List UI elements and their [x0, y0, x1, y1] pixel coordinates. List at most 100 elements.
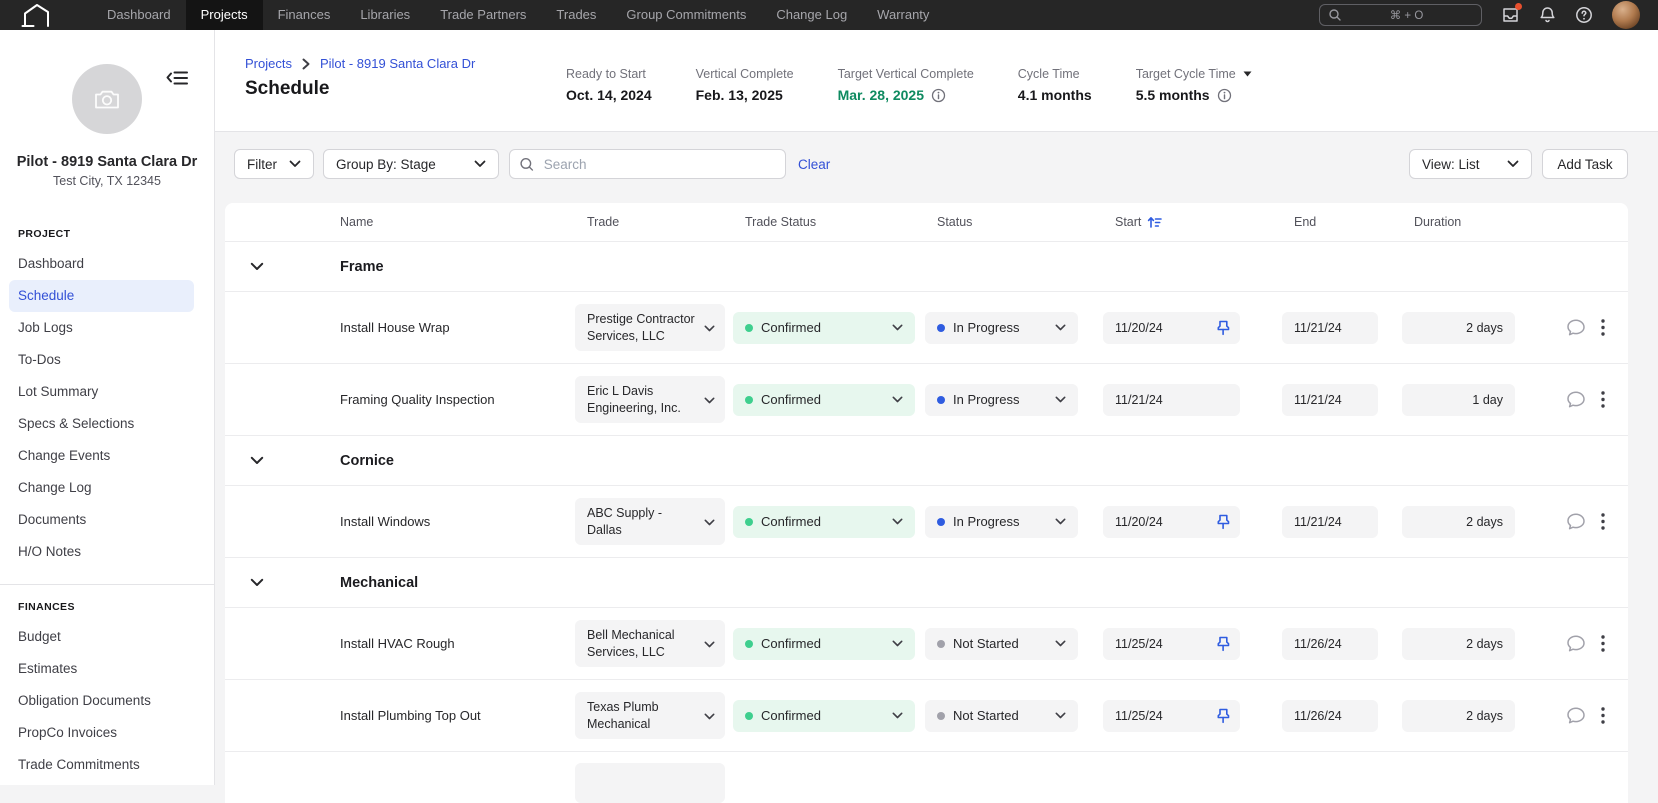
duration-field[interactable]: 1 day	[1402, 383, 1515, 416]
info-icon[interactable]	[931, 88, 946, 103]
status-select[interactable]: Not Started	[925, 699, 1078, 732]
sidebar-item-documents[interactable]: Documents	[9, 504, 194, 536]
home-logo-icon[interactable]	[20, 3, 54, 27]
sidebar-item-specs-selections[interactable]: Specs & Selections	[9, 408, 194, 440]
group-collapse-toggle[interactable]	[225, 578, 310, 587]
trade-select[interactable]: Eric L Davis Engineering, Inc.	[575, 376, 725, 423]
info-icon[interactable]	[1217, 88, 1232, 103]
duration-field[interactable]: 2 days	[1402, 505, 1515, 538]
sidebar-item-dashboard[interactable]: Dashboard	[9, 248, 194, 280]
pin-icon[interactable]	[1216, 708, 1230, 724]
comment-icon[interactable]	[1566, 390, 1586, 409]
trade-status-select[interactable]: Confirmed	[733, 383, 915, 416]
kebab-menu-icon[interactable]	[1601, 635, 1605, 652]
caret-down-icon[interactable]	[1243, 71, 1252, 77]
breadcrumb-project-link[interactable]: Pilot - 8919 Santa Clara Dr	[319, 56, 476, 71]
filter-dropdown[interactable]: Filter	[234, 149, 314, 179]
search-input[interactable]	[541, 155, 775, 173]
trade-status-select[interactable]: Confirmed	[733, 311, 915, 344]
kebab-menu-icon[interactable]	[1601, 513, 1605, 530]
start-date-field[interactable]: 11/20/24	[1103, 505, 1240, 538]
nav-item-projects[interactable]: Projects	[185, 0, 263, 30]
pin-icon[interactable]	[1216, 320, 1230, 336]
end-date-field[interactable]: 11/26/24	[1282, 699, 1378, 732]
status-select[interactable]: Not Started	[925, 627, 1078, 660]
sidebar-item-change-log[interactable]: Change Log	[9, 472, 194, 504]
group-collapse-toggle[interactable]	[225, 262, 310, 271]
start-date-field[interactable]: 11/25/24	[1103, 627, 1240, 660]
comment-icon[interactable]	[1566, 706, 1586, 725]
clear-search-link[interactable]: Clear	[798, 156, 831, 172]
sidebar-item-job-logs[interactable]: Job Logs	[9, 312, 194, 344]
start-date-field[interactable]: 11/21/24	[1103, 383, 1240, 416]
end-date-field[interactable]: 11/21/24	[1282, 383, 1378, 416]
pin-icon[interactable]	[1216, 514, 1230, 530]
end-date-field[interactable]: 11/21/24	[1282, 505, 1378, 538]
column-header-start[interactable]: Start	[1103, 215, 1282, 229]
trade-select[interactable]: Bell Mechanical Services, LLC	[575, 620, 725, 667]
nav-item-trade-partners[interactable]: Trade Partners	[425, 0, 541, 30]
nav-item-libraries[interactable]: Libraries	[345, 0, 425, 30]
start-date-field[interactable]: 11/25/24	[1103, 699, 1240, 732]
stat-label: Cycle Time	[1017, 67, 1080, 81]
status-select[interactable]: In Progress	[925, 383, 1078, 416]
sidebar-item-lot-summary[interactable]: Lot Summary	[9, 376, 194, 408]
sidebar-item-budget[interactable]: Budget	[9, 621, 194, 653]
sidebar-item-propco-invoices[interactable]: PropCo Invoices	[9, 717, 194, 749]
sidebar-item-schedule[interactable]: Schedule	[9, 280, 194, 312]
end-date: 11/21/24	[1294, 320, 1342, 335]
nav-item-trades[interactable]: Trades	[541, 0, 611, 30]
kebab-menu-icon[interactable]	[1601, 319, 1605, 336]
duration-field[interactable]: 2 days	[1402, 627, 1515, 660]
trade-select[interactable]: Texas Plumb Mechanical	[575, 692, 725, 739]
global-search-input[interactable]: ⌘ + O	[1319, 4, 1482, 26]
sidebar-item-estimates[interactable]: Estimates	[9, 653, 194, 685]
end-date-field[interactable]: 11/26/24	[1282, 627, 1378, 660]
sidebar-item-h-o-notes[interactable]: H/O Notes	[9, 536, 194, 568]
trade-select[interactable]	[575, 763, 725, 803]
status-dot	[937, 517, 945, 526]
sidebar-item-to-dos[interactable]: To-Dos	[9, 344, 194, 376]
add-task-button[interactable]: Add Task	[1542, 149, 1628, 179]
sidebar-collapse-icon[interactable]	[165, 68, 189, 93]
sidebar-item-change-events[interactable]: Change Events	[9, 440, 194, 472]
start-date-field[interactable]: 11/20/24	[1103, 311, 1240, 344]
help-icon[interactable]	[1575, 6, 1593, 24]
nav-item-warranty[interactable]: Warranty	[862, 0, 944, 30]
column-header-status: Status	[937, 215, 973, 229]
trade-select[interactable]: Prestige Contractor Services, LLC	[575, 304, 725, 351]
sidebar-item-obligation-documents[interactable]: Obligation Documents	[9, 685, 194, 717]
duration-field[interactable]: 2 days	[1402, 311, 1515, 344]
group-by-dropdown[interactable]: Group By: Stage	[323, 149, 499, 179]
nav-item-dashboard[interactable]: Dashboard	[92, 0, 186, 30]
project-photo-placeholder[interactable]	[72, 64, 142, 134]
nav-item-finances[interactable]: Finances	[263, 0, 346, 30]
trade-status-select[interactable]: Confirmed	[733, 505, 915, 538]
pin-icon[interactable]	[1216, 636, 1230, 652]
user-avatar[interactable]	[1612, 1, 1640, 29]
duration-field[interactable]: 2 days	[1402, 699, 1515, 732]
kebab-menu-icon[interactable]	[1601, 391, 1605, 408]
comment-icon[interactable]	[1566, 634, 1586, 653]
trade-status-select[interactable]: Confirmed	[733, 699, 915, 732]
comment-icon[interactable]	[1566, 318, 1586, 337]
view-mode-dropdown[interactable]: View: List	[1409, 149, 1532, 179]
sidebar-item-label: Specs & Selections	[18, 416, 135, 431]
kebab-menu-icon[interactable]	[1601, 707, 1605, 724]
sidebar-item-trade-commitments[interactable]: Trade Commitments	[9, 749, 194, 781]
nav-item-group-commitments[interactable]: Group Commitments	[611, 0, 761, 30]
status-select[interactable]: In Progress	[925, 505, 1078, 538]
comment-icon[interactable]	[1566, 512, 1586, 531]
task-name: Install HVAC Rough	[340, 636, 455, 651]
sidebar-item-label: Trade Commitments	[18, 757, 140, 772]
nav-item-change-log[interactable]: Change Log	[761, 0, 862, 30]
status-select[interactable]: In Progress	[925, 311, 1078, 344]
breadcrumb-projects-link[interactable]: Projects	[245, 56, 292, 71]
trade-select[interactable]: ABC Supply - Dallas	[575, 498, 725, 545]
end-date-field[interactable]: 11/21/24	[1282, 311, 1378, 344]
group-collapse-toggle[interactable]	[225, 456, 310, 465]
bell-icon[interactable]	[1539, 6, 1556, 24]
inbox-tray-icon[interactable]	[1501, 3, 1522, 24]
trade-status-select[interactable]: Confirmed	[733, 627, 915, 660]
sidebar-item-trade-e[interactable]: Trade E	[9, 781, 194, 785]
